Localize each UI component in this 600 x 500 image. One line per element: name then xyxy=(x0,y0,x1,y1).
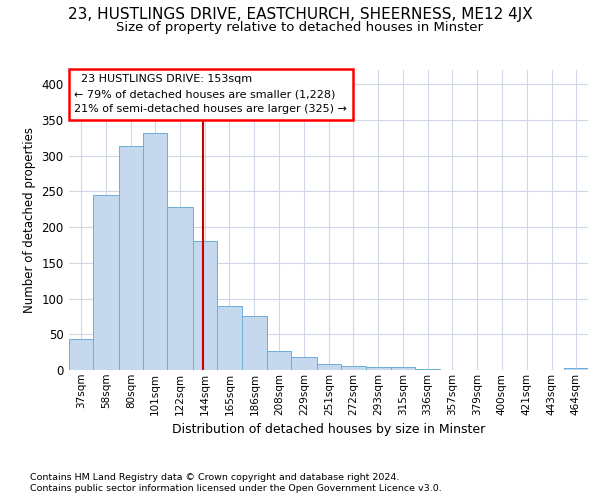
Bar xyxy=(341,366,365,370)
Text: 23 HUSTLINGS DRIVE: 153sqm  
← 79% of detached houses are smaller (1,228)
21% of: 23 HUSTLINGS DRIVE: 153sqm ← 79% of deta… xyxy=(74,74,347,114)
Bar xyxy=(563,368,588,370)
Bar xyxy=(415,368,440,370)
Y-axis label: Number of detached properties: Number of detached properties xyxy=(23,127,35,313)
Bar xyxy=(317,364,341,370)
Text: Contains HM Land Registry data © Crown copyright and database right 2024.: Contains HM Land Registry data © Crown c… xyxy=(30,472,400,482)
Bar xyxy=(292,357,317,370)
Bar xyxy=(143,133,167,370)
Bar xyxy=(391,367,415,370)
Text: Size of property relative to detached houses in Minster: Size of property relative to detached ho… xyxy=(116,21,484,34)
Bar xyxy=(69,340,94,370)
Text: 23, HUSTLINGS DRIVE, EASTCHURCH, SHEERNESS, ME12 4JX: 23, HUSTLINGS DRIVE, EASTCHURCH, SHEERNE… xyxy=(68,8,532,22)
Text: Contains public sector information licensed under the Open Government Licence v3: Contains public sector information licen… xyxy=(30,484,442,493)
Text: Distribution of detached houses by size in Minster: Distribution of detached houses by size … xyxy=(172,422,485,436)
Bar xyxy=(193,242,217,370)
Bar xyxy=(242,316,267,370)
Bar xyxy=(119,146,143,370)
Bar xyxy=(217,306,242,370)
Bar xyxy=(267,352,292,370)
Bar xyxy=(365,367,391,370)
Bar xyxy=(167,207,193,370)
Bar xyxy=(94,195,119,370)
